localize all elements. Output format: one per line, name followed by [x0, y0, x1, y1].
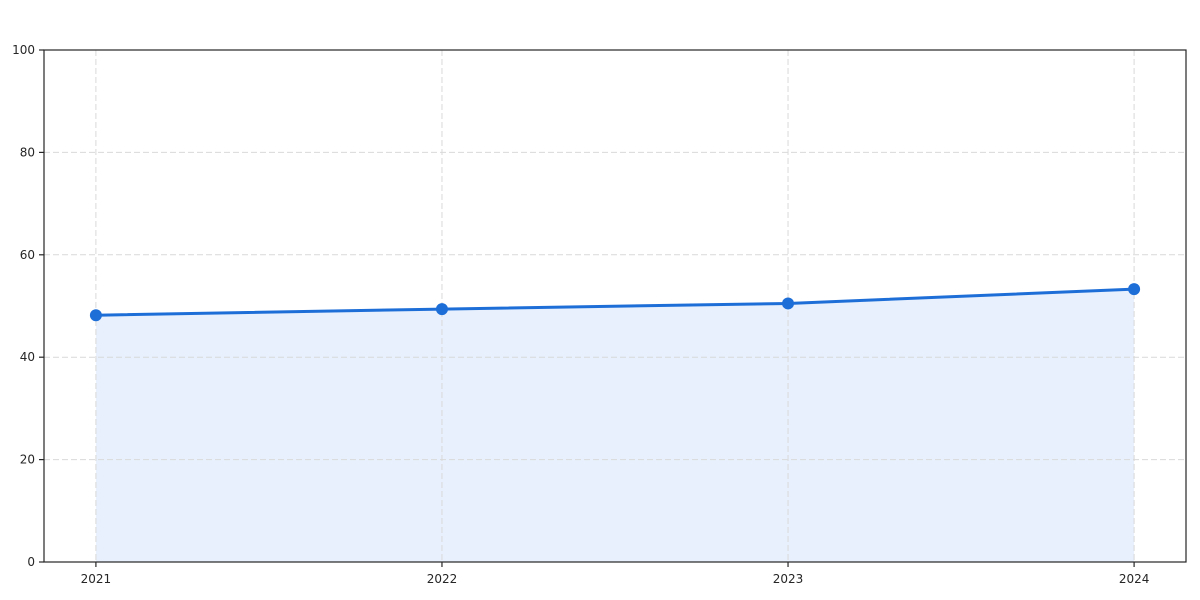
data-point-2024 [1128, 283, 1141, 296]
x-tick-label-2023: 2023 [773, 572, 804, 586]
y-tick-label-40: 40 [20, 350, 35, 364]
data-point-2021 [89, 309, 102, 322]
y-tick-label-100: 100 [12, 43, 35, 57]
area-fill [95, 289, 1135, 562]
y-tick-label-0: 0 [27, 555, 35, 569]
data-point-2023 [782, 297, 795, 310]
data-point-2022 [435, 303, 448, 316]
y-tick-label-20: 20 [20, 453, 35, 467]
y-tick-label-80: 80 [20, 145, 35, 159]
x-tick-label-2024: 2024 [1119, 572, 1150, 586]
trend-line [94, 287, 1136, 317]
axes-spines [43, 49, 1187, 563]
x-tick-label-2022: 2022 [427, 572, 458, 586]
y-tick-label-60: 60 [20, 248, 35, 262]
x-tick-label-2021: 2021 [81, 572, 112, 586]
